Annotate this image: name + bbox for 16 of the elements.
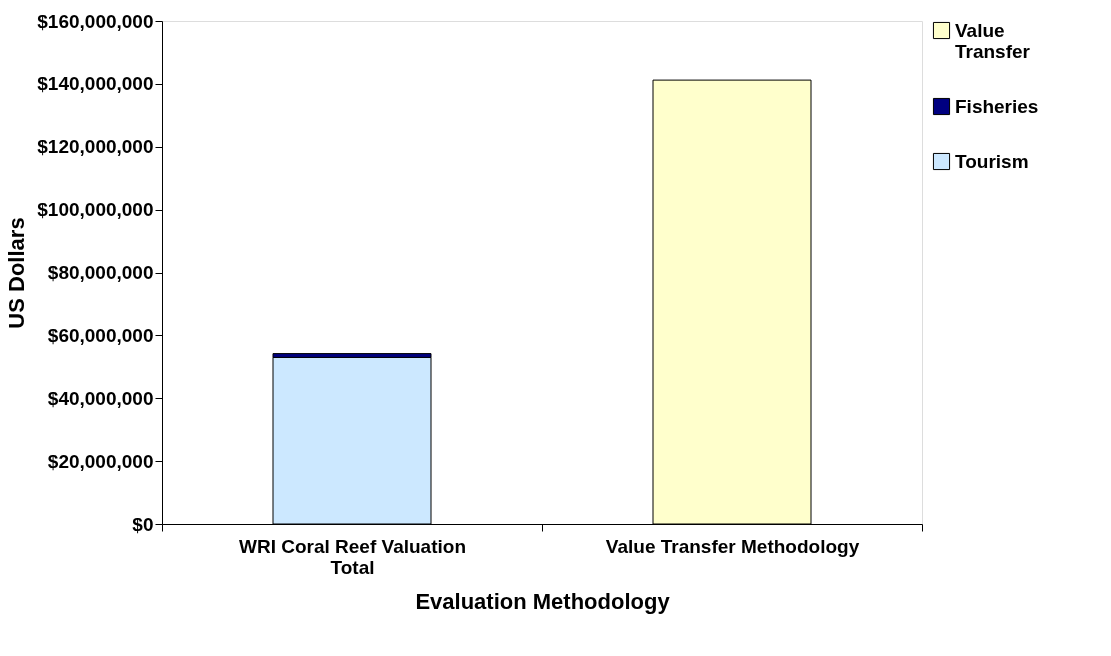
y-tick-label: $140,000,000 — [37, 73, 154, 95]
y-tick-label: $100,000,000 — [37, 199, 154, 221]
legend-label: Value Transfer — [955, 19, 1031, 62]
y-tick-label: $120,000,000 — [37, 136, 154, 158]
y-tick-label: $60,000,000 — [47, 324, 154, 346]
y-axis-title: US Dollars — [4, 217, 30, 329]
legend-label: Fisheries — [955, 95, 1039, 117]
y-tick-label: $0 — [132, 513, 154, 535]
x-axis-title: Evaluation Methodology — [415, 588, 671, 614]
x-tick-label: WRI Coral Reef Valuation Total — [239, 535, 466, 578]
x-tick-label: Value Transfer Methodology — [605, 535, 860, 557]
y-tick-label: $80,000,000 — [47, 262, 154, 283]
y-tick-label: $40,000,000 — [47, 387, 154, 409]
y-tick-label: $160,000,000 — [37, 10, 154, 32]
y-tick-label: $20,000,000 — [47, 450, 154, 472]
legend-label: Tourism — [955, 150, 1029, 172]
